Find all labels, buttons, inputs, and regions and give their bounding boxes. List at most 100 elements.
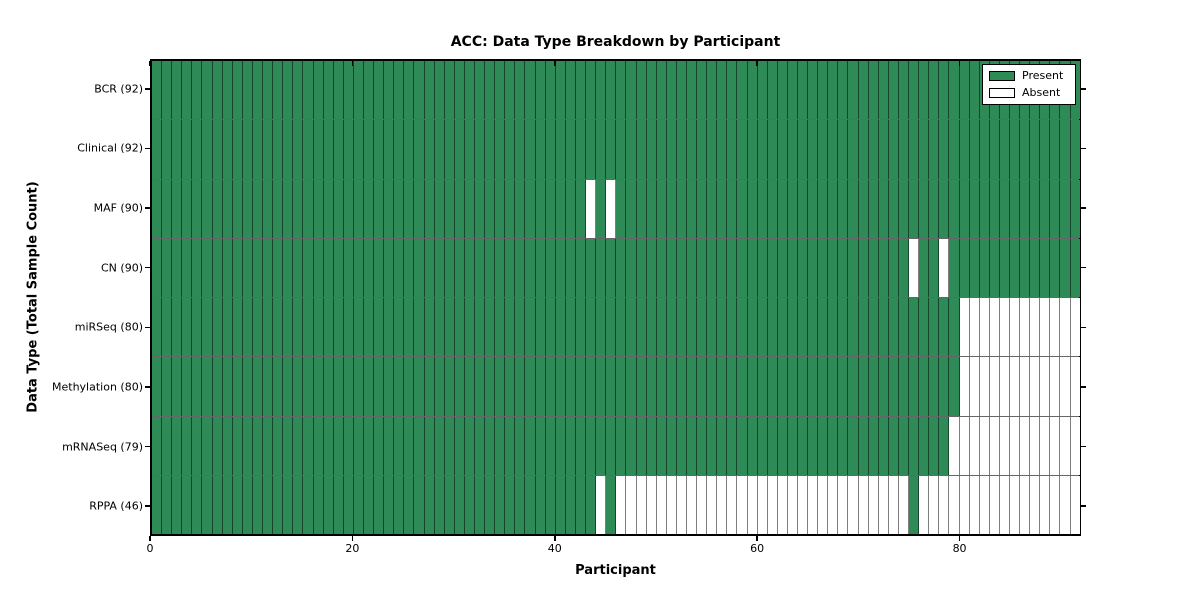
cell-methylation-66-present [818,357,829,416]
cell-cn-8-present [232,238,243,297]
cell-mirseq-37-present [525,298,536,357]
cell-mrnaseq-23-present [384,416,395,475]
cell-bcr-65-present [808,61,819,120]
cell-cn-10-present [252,238,264,297]
cell-maf-5-present [202,179,213,238]
cell-mirseq-40-present [555,298,566,357]
cell-methylation-34-present [495,357,506,416]
y-tick-label-clinical: Clinical (92) [77,141,143,155]
cell-bcr-3-present [182,61,193,120]
cell-bcr-55-present [707,61,718,120]
cell-clinical-53-present [686,120,698,179]
cell-maf-38-present [535,179,546,238]
cell-rppa-85-absent [1009,475,1021,534]
legend: Present Absent [982,64,1076,105]
heatmap-row-mirseq [152,298,1080,358]
cell-mirseq-83-absent [989,298,1000,357]
cell-clinical-36-present [515,120,526,179]
plot-area [150,59,1081,536]
cell-maf-42-present [575,179,587,238]
cell-rppa-65-absent [808,475,819,534]
cell-clinical-74-present [898,120,910,179]
cell-mirseq-88-absent [1040,298,1051,357]
cell-mirseq-23-present [384,298,395,357]
cell-mrnaseq-55-present [707,416,718,475]
cell-maf-25-present [404,179,415,238]
cell-mrnaseq-35-present [505,416,516,475]
cell-mirseq-50-present [656,298,667,357]
cell-methylation-59-present [747,357,758,416]
cell-maf-65-present [808,179,819,238]
cell-mirseq-81-absent [969,298,980,357]
cell-mirseq-90-absent [1060,298,1071,357]
cell-rppa-80-absent [959,475,970,534]
cell-bcr-0-present [152,61,163,120]
cell-cn-49-present [646,238,657,297]
cell-bcr-13-present [283,61,294,120]
cell-rppa-8-present [232,475,243,534]
cell-methylation-84-absent [999,357,1010,416]
cell-rppa-84-absent [999,475,1010,534]
cell-methylation-23-present [384,357,395,416]
cell-cn-82-present [979,238,990,297]
cell-mirseq-35-present [505,298,516,357]
cell-cn-57-present [727,238,738,297]
cell-mrnaseq-51-present [666,416,677,475]
cell-methylation-13-present [283,357,294,416]
cell-methylation-12-present [273,357,284,416]
cell-maf-52-present [676,179,687,238]
cell-cn-71-present [868,238,879,297]
cell-methylation-58-present [737,357,748,416]
cell-mrnaseq-0-present [152,416,163,475]
cell-mrnaseq-47-present [626,416,637,475]
cell-clinical-65-present [808,120,819,179]
y-tick-mark-left-clinical [145,147,150,150]
cell-mrnaseq-48-present [636,416,647,475]
cell-methylation-2-present [172,357,183,416]
cell-clinical-85-present [1009,120,1021,179]
cell-mrnaseq-64-present [798,416,809,475]
cell-cn-28-present [434,238,445,297]
cell-mrnaseq-37-present [525,416,536,475]
cell-bcr-38-present [535,61,546,120]
cell-maf-63-present [787,179,798,238]
cell-methylation-53-present [686,357,698,416]
x-tick-mark-bottom-40 [554,536,556,541]
cell-bcr-69-present [848,61,859,120]
cell-clinical-90-present [1060,120,1071,179]
cell-cn-9-present [242,238,253,297]
cell-bcr-79-present [949,61,960,120]
cell-mirseq-75-present [909,298,920,357]
cell-rppa-61-absent [767,475,778,534]
cell-rppa-72-absent [878,475,889,534]
cell-cn-46-present [616,238,627,297]
cell-methylation-22-present [374,357,385,416]
x-tick-mark-bottom-0 [149,536,151,541]
cell-maf-73-present [888,179,899,238]
cell-cn-41-present [565,238,576,297]
cell-mirseq-13-present [283,298,294,357]
cell-clinical-23-present [384,120,395,179]
cell-maf-82-present [979,179,990,238]
cell-methylation-33-present [485,357,496,416]
cell-methylation-71-present [868,357,879,416]
cell-mirseq-14-present [293,298,304,357]
cell-mrnaseq-22-present [374,416,385,475]
cell-cn-47-present [626,238,637,297]
cell-rppa-37-present [525,475,536,534]
cell-cn-60-present [757,238,768,297]
cell-clinical-73-present [888,120,899,179]
cell-clinical-30-present [454,120,465,179]
cell-clinical-75-present [909,120,920,179]
cell-clinical-86-present [1020,120,1031,179]
cell-mirseq-11-present [263,298,274,357]
cell-clinical-27-present [424,120,435,179]
cell-bcr-10-present [252,61,264,120]
cell-methylation-56-present [717,357,728,416]
cell-mrnaseq-44-present [596,416,607,475]
cell-rppa-76-absent [919,475,930,534]
cell-rppa-11-present [263,475,274,534]
cell-mrnaseq-14-present [293,416,304,475]
cell-methylation-16-present [313,357,324,416]
cell-maf-41-present [565,179,576,238]
